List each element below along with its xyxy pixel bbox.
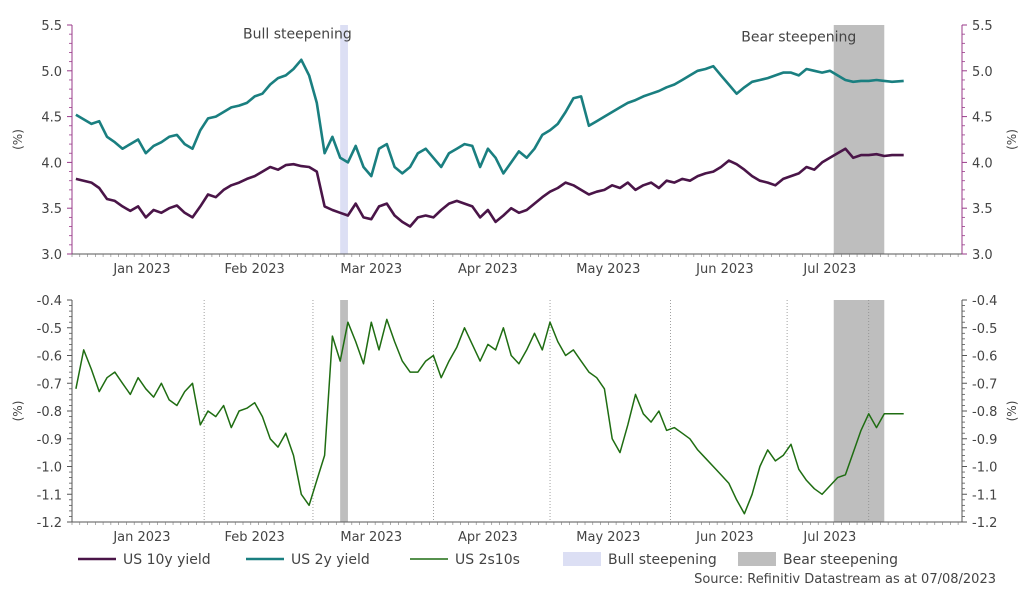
bottom-xtick-label-5: Jun 2023 [695,530,754,545]
legend-label-1: US 2y yield [291,552,370,568]
legend-label-3: Bull steepening [608,552,717,568]
legend-swatch-3 [563,552,601,566]
bottom-ytick-label-left-4: -0.8 [37,405,62,420]
bottom-ytick-label-right-8: -0.4 [972,294,997,309]
top-annotation-0: Bull steepening [243,27,352,43]
bottom-shade-bear-steepening [833,300,885,522]
legend-label-0: US 10y yield [123,552,211,568]
top-xtick-label-4: May 2023 [576,262,640,277]
bottom-ytick-label-right-4: -0.8 [972,405,997,420]
bottom-shade-bull-steepening [340,300,348,522]
bottom-xtick-label-3: Apr 2023 [458,530,518,545]
legend-label-2: US 2s10s [455,552,520,568]
top-xtick-label-6: Jul 2023 [802,262,856,277]
top-ytick-label-left-3: 4.5 [41,111,62,126]
bottom-ytick-label-right-2: -1.0 [972,461,997,476]
bottom-ytick-label-left-2: -1.0 [37,461,62,476]
top-xtick-label-3: Apr 2023 [458,262,518,277]
top-ytick-label-left-4: 5.0 [41,65,62,80]
bottom-xtick-label-1: Feb 2023 [225,530,285,545]
top-ytick-label-left-1: 3.5 [41,202,62,217]
bottom-xtick-label-4: May 2023 [576,530,640,545]
top-shade-bull-steepening [340,25,348,254]
top-xtick-label-1: Feb 2023 [225,262,285,277]
bottom-ytick-label-left-7: -0.5 [37,322,62,337]
top-series-us-2y-yield [75,58,904,178]
bottom-ytick-label-left-8: -0.4 [37,294,62,309]
top-ytick-label-left-2: 4.0 [41,156,62,171]
bottom-ytick-label-left-5: -0.7 [37,377,62,392]
top-ytick-label-right-0: 3.0 [972,248,993,263]
top-ytick-label-left-0: 3.0 [41,248,62,263]
bottom-ylabel-right: (%) [1005,401,1019,422]
bottom-xtick-label-2: Mar 2023 [340,530,402,545]
top-ytick-label-right-5: 5.5 [972,19,993,34]
top-ylabel-left: (%) [11,129,25,150]
bottom-ylabel-left: (%) [11,401,25,422]
bottom-ytick-label-right-5: -0.7 [972,377,997,392]
bottom-ytick-label-right-1: -1.1 [972,488,997,503]
bottom-ytick-label-right-0: -1.2 [972,516,997,531]
top-xtick-label-0: Jan 2023 [112,262,170,277]
bottom-ytick-label-left-1: -1.1 [37,488,62,503]
bottom-xtick-label-6: Jul 2023 [802,530,856,545]
bottom-ytick-label-right-3: -0.9 [972,433,997,448]
bottom-ytick-label-left-0: -1.2 [37,516,62,531]
bottom-ytick-label-left-6: -0.6 [37,350,62,365]
top-shade-bear-steepening [833,25,885,254]
top-ytick-label-right-1: 3.5 [972,202,993,217]
top-xtick-label-2: Mar 2023 [340,262,402,277]
source-note: Source: Refinitiv Datastream as at 07/08… [694,572,996,587]
top-ytick-label-right-3: 4.5 [972,111,993,126]
legend-swatch-4 [738,552,776,566]
bottom-ytick-label-right-6: -0.6 [972,350,997,365]
top-ytick-label-left-5: 5.5 [41,19,62,34]
top-ylabel-right: (%) [1005,129,1019,150]
top-annotation-1: Bear steepening [741,29,856,45]
top-ytick-label-right-4: 5.0 [972,65,993,80]
top-ytick-label-right-2: 4.0 [972,156,993,171]
bottom-ytick-label-right-7: -0.5 [972,322,997,337]
bottom-xtick-label-0: Jan 2023 [112,530,170,545]
legend-label-4: Bear steepening [783,552,898,568]
top-series-us-10y-yield [75,147,904,228]
top-xtick-label-5: Jun 2023 [695,262,754,277]
bottom-ytick-label-left-3: -0.9 [37,433,62,448]
bottom-series-us-2s10s [75,318,904,515]
